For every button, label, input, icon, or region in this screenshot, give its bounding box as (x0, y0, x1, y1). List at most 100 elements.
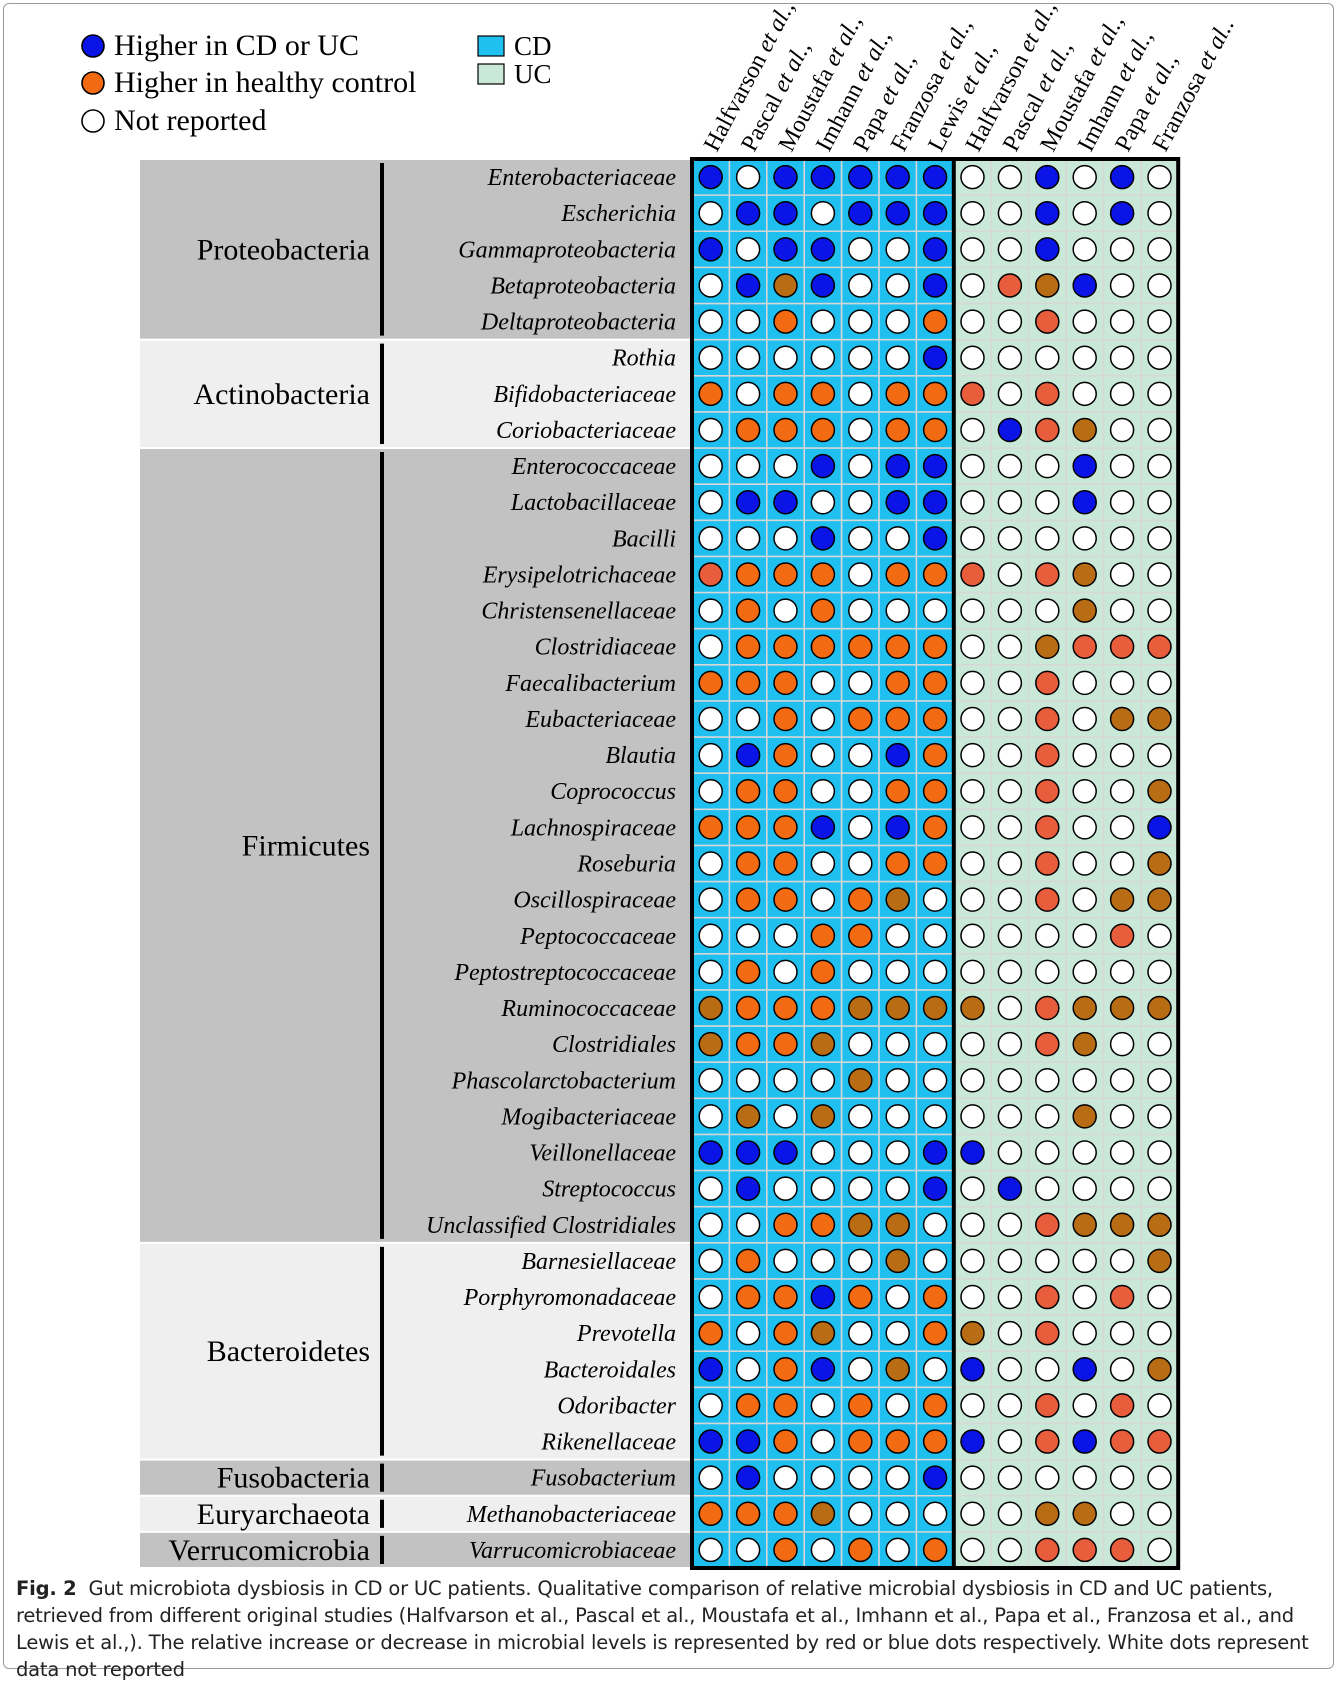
data-dot (960, 706, 985, 732)
data-dot (1072, 778, 1097, 804)
taxon-label: Enterococcaceae (511, 454, 677, 480)
data-dot (885, 1068, 910, 1093)
data-dot (922, 887, 948, 912)
data-dot (810, 164, 836, 190)
phylum-band-4 (140, 1460, 692, 1495)
data-dot (735, 200, 761, 226)
data-dot (1147, 995, 1172, 1021)
data-dot (997, 778, 1023, 804)
data-dot (922, 1501, 948, 1527)
data-dot (773, 489, 798, 515)
data-dot (997, 562, 1023, 587)
data-dot (922, 1537, 948, 1563)
data-dot (1109, 1537, 1135, 1563)
data-dot (922, 489, 948, 515)
data-dot (1035, 1068, 1060, 1093)
data-dot (810, 742, 836, 768)
data-dot (1035, 237, 1060, 262)
data-dot (848, 670, 873, 696)
data-dot (960, 634, 985, 659)
taxon-label: Methanobacteriaceae (466, 1502, 677, 1528)
phylum-name-5: Euryarchaeota (197, 1498, 370, 1531)
data-dot (1147, 1176, 1172, 1201)
data-dot (735, 164, 761, 190)
data-dot (735, 1429, 761, 1454)
data-dot (1109, 1393, 1135, 1418)
data-dot (1072, 164, 1097, 190)
data-dot (997, 1429, 1023, 1454)
data-dot (960, 742, 985, 768)
data-dot (698, 1501, 723, 1527)
data-dot (848, 887, 873, 912)
data-dot (773, 417, 798, 443)
data-dot (698, 381, 723, 407)
taxon-label: Coriobacteriaceae (496, 418, 676, 444)
data-dot (848, 237, 873, 262)
data-dot (848, 489, 873, 515)
data-dot (1109, 309, 1135, 334)
data-dot (810, 1537, 836, 1563)
data-dot (810, 670, 836, 696)
data-dot (810, 634, 836, 659)
data-dot (922, 1284, 948, 1310)
data-dot (1109, 200, 1135, 226)
data-dot (698, 634, 723, 659)
phylum-band-5 (140, 1496, 692, 1531)
data-dot (735, 851, 761, 876)
data-dot (922, 164, 948, 190)
data-dot (773, 562, 798, 587)
data-dot (1147, 1031, 1172, 1057)
data-dot (810, 1465, 836, 1490)
data-dot (848, 417, 873, 443)
data-dot (885, 1031, 910, 1057)
taxon-label: Veillonellaceae (529, 1141, 676, 1167)
data-dot (1147, 1140, 1172, 1165)
data-dot (1109, 1140, 1135, 1165)
data-dot (922, 1357, 948, 1382)
data-dot (885, 273, 910, 298)
data-dot (922, 417, 948, 443)
data-dot (735, 381, 761, 407)
data-dot (922, 273, 948, 298)
data-dot (773, 959, 798, 985)
data-dot (810, 562, 836, 587)
data-dot (735, 562, 761, 587)
taxon-label: Christensenellaceae (481, 599, 676, 625)
data-dot (1109, 1465, 1135, 1490)
data-dot (922, 1429, 948, 1454)
data-dot (885, 1429, 910, 1454)
data-dot (1109, 1212, 1135, 1238)
data-dot (848, 1429, 873, 1454)
data-dot (1109, 1248, 1135, 1274)
data-dot (735, 778, 761, 804)
data-dot (848, 851, 873, 876)
data-dot (997, 526, 1023, 551)
data-dot (922, 200, 948, 226)
data-dot (773, 345, 798, 370)
data-dot (1072, 1104, 1097, 1129)
data-dot (1035, 1248, 1060, 1274)
data-dot (960, 1357, 985, 1382)
taxon-label: Mogibacteriaceae (500, 1104, 676, 1130)
taxon-label: Clostridiaceae (535, 635, 677, 661)
data-dot (885, 598, 910, 623)
data-dot (848, 1176, 873, 1201)
data-dot (773, 778, 798, 804)
data-dot (960, 1248, 985, 1274)
data-dot (1147, 887, 1172, 912)
data-dot (848, 1465, 873, 1490)
data-dot (922, 237, 948, 262)
data-dot (960, 489, 985, 515)
data-dot (885, 1465, 910, 1490)
legend-cohort-label-0: CD (514, 31, 552, 61)
data-dot (1109, 634, 1135, 659)
data-dot (1109, 1357, 1135, 1382)
data-dot (885, 526, 910, 551)
data-dot (960, 417, 985, 443)
data-dot (848, 273, 873, 298)
data-dot (773, 815, 798, 840)
data-dot (735, 1320, 761, 1346)
data-dot (1035, 1176, 1060, 1201)
data-dot (885, 742, 910, 768)
data-dot (773, 453, 798, 479)
